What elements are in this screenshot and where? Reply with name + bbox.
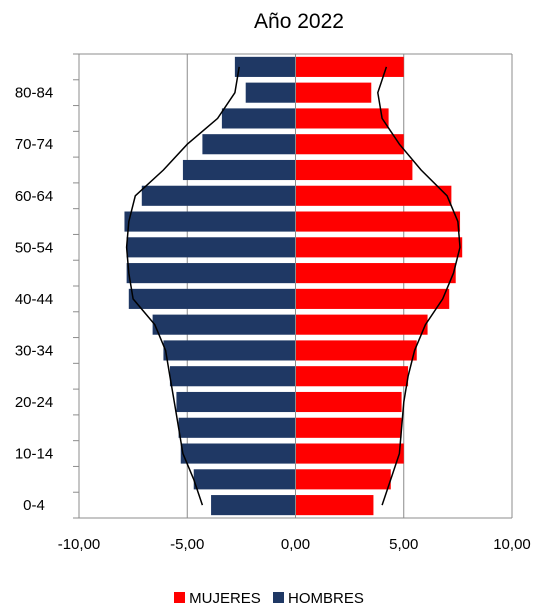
bar-mujeres xyxy=(295,237,463,258)
legend-item-mujeres: MUJERES xyxy=(174,590,261,607)
legend: MUJERES HOMBRES xyxy=(0,590,538,607)
bar-hombres xyxy=(141,185,296,206)
bar-hombres xyxy=(176,391,296,413)
bar-mujeres xyxy=(295,469,391,490)
chart-title: Año 2022 xyxy=(254,10,344,33)
trend-lines xyxy=(125,66,461,506)
x-tick-label: 10,00 xyxy=(493,536,531,553)
bars xyxy=(124,56,463,516)
bar-hombres xyxy=(163,340,296,361)
bar-hombres xyxy=(193,469,296,490)
bar-hombres xyxy=(211,495,296,516)
bar-hombres xyxy=(128,288,296,309)
y-tick-label: 50-54 xyxy=(15,239,53,256)
bar-hombres xyxy=(178,417,296,438)
y-tick-label: 0-4 xyxy=(23,497,45,514)
trend-line-hombres xyxy=(125,66,240,506)
bar-hombres xyxy=(180,443,296,464)
y-tick-label: 20-24 xyxy=(15,394,53,411)
bar-hombres xyxy=(234,56,296,77)
legend-item-hombres: HOMBRES xyxy=(273,590,364,607)
y-tick-label: 60-64 xyxy=(15,188,53,205)
bar-mujeres xyxy=(295,366,409,387)
y-tick-label: 70-74 xyxy=(15,136,53,153)
bar-mujeres xyxy=(295,56,404,77)
y-tick-label: 10-14 xyxy=(15,446,53,463)
bar-mujeres xyxy=(295,340,417,361)
bar-hombres xyxy=(182,159,296,181)
bar-hombres xyxy=(202,134,296,155)
bar-mujeres xyxy=(295,495,374,516)
bar-hombres xyxy=(221,108,296,129)
y-tick-label: 80-84 xyxy=(15,85,53,102)
legend-swatch-hombres xyxy=(273,592,284,603)
bar-mujeres xyxy=(295,417,402,438)
x-tick-label: -10,00 xyxy=(58,536,101,553)
bar-mujeres xyxy=(295,185,452,206)
axes: -10,00 -5,00 0,00 5,00 10,00 0-4 10-14 20-24 30-… xyxy=(15,53,531,553)
bar-mujeres xyxy=(295,134,404,155)
bar-hombres xyxy=(126,237,296,258)
bar-mujeres xyxy=(295,211,461,232)
legend-label-mujeres: MUJERES xyxy=(189,590,261,607)
legend-swatch-mujeres xyxy=(174,592,186,603)
bar-hombres xyxy=(245,82,296,103)
bar-hombres xyxy=(169,366,296,387)
bar-mujeres xyxy=(295,82,372,103)
bar-hombres xyxy=(124,211,296,232)
bar-mujeres xyxy=(295,159,413,181)
legend-label-hombres: HOMBRES xyxy=(288,590,364,607)
trend-line-mujeres xyxy=(377,66,461,506)
x-tick-label: -5,00 xyxy=(170,536,204,553)
bar-hombres xyxy=(126,263,296,284)
y-tick-label: 40-44 xyxy=(15,291,53,308)
bar-mujeres xyxy=(295,263,456,284)
x-tick-label: 5,00 xyxy=(389,536,418,553)
bar-mujeres xyxy=(295,314,428,335)
y-tick-label: 30-34 xyxy=(15,342,53,359)
bar-mujeres xyxy=(295,288,450,309)
bar-mujeres xyxy=(295,443,404,464)
bar-hombres xyxy=(152,314,296,335)
bar-mujeres xyxy=(295,108,389,129)
x-tick-label: 0,00 xyxy=(281,536,310,553)
bar-mujeres xyxy=(295,391,402,413)
